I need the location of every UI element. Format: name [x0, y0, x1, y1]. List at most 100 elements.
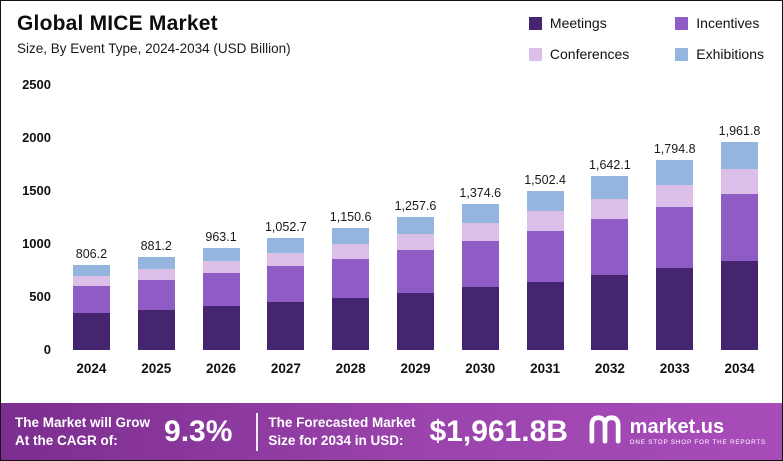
bar-total-label: 1,257.6 [394, 198, 437, 213]
segment-incentives [396, 250, 434, 293]
segment-incentives [721, 194, 759, 261]
x-axis-label: 2027 [270, 361, 301, 376]
y-axis: 0 500 1000 1500 2000 2500 [11, 77, 53, 376]
segment-conferences [332, 243, 370, 259]
segment-exhibitions [267, 238, 305, 253]
segment-exhibitions [72, 264, 110, 276]
segment-incentives [72, 285, 110, 314]
segment-exhibitions [721, 142, 759, 170]
bar-total-label: 881.2 [140, 238, 172, 253]
bar-stack [656, 159, 694, 350]
legend-label: Exhibitions [696, 46, 764, 62]
segment-exhibitions [396, 216, 434, 235]
brand-text: market.us One Stop Shop For The Reports [630, 417, 766, 446]
x-axis-label: 2029 [400, 361, 431, 376]
y-tick-label: 0 [43, 342, 51, 357]
legend-label: Meetings [549, 15, 607, 31]
segment-exhibitions [656, 159, 694, 185]
y-tick-label: 2500 [22, 77, 51, 92]
legend-item-incentives: Incentives [675, 15, 764, 31]
segment-exhibitions [202, 247, 240, 262]
segment-conferences [72, 275, 110, 286]
y-tick-label: 500 [29, 289, 51, 304]
bar-total-label: 1,961.8 [718, 124, 761, 139]
bar-stack [137, 256, 175, 350]
segment-meetings [721, 260, 759, 350]
segment-exhibitions [137, 256, 175, 269]
x-axis-label: 2024 [76, 361, 107, 376]
cagr-label: The Market will Grow At the CAGR of: [15, 414, 150, 449]
legend-item-exhibitions: Exhibitions [675, 46, 764, 62]
bar-column-2026: 963.1 2026 [192, 85, 250, 376]
cagr-label-line1: The Market will Grow [15, 414, 151, 430]
bar-column-2024: 806.2 2024 [62, 85, 120, 376]
legend-item-meetings: Meetings [528, 15, 629, 31]
segment-conferences [202, 261, 240, 274]
x-axis-label: 2032 [594, 361, 625, 376]
bar-stack [526, 190, 564, 350]
forecast-label: The Forecasted Market Size for 2034 in U… [268, 414, 415, 449]
bar-column-2029: 1,257.6 2029 [386, 85, 444, 376]
segment-conferences [396, 234, 434, 251]
segment-incentives [526, 230, 564, 282]
segment-meetings [656, 268, 694, 350]
cagr-label-line2: At the CAGR of: [15, 432, 118, 448]
bar-stack [396, 216, 434, 350]
bar-total-label: 806.2 [75, 246, 108, 261]
bar-total-label: 1,794.8 [653, 141, 696, 156]
y-tick-label: 1000 [22, 236, 51, 251]
x-axis-label: 2033 [659, 361, 690, 376]
x-axis-label: 2034 [724, 361, 755, 376]
bar-stack [202, 247, 240, 350]
segment-incentives [332, 258, 370, 298]
legend-item-conferences: Conferences [528, 46, 630, 62]
segment-meetings [202, 306, 240, 350]
bar-stack [267, 238, 305, 350]
segment-exhibitions [332, 228, 370, 244]
brand-tagline: One Stop Shop For The Reports [629, 438, 766, 446]
y-tick-label: 2000 [22, 130, 51, 145]
bar-stack [721, 142, 759, 350]
segment-incentives [267, 266, 305, 303]
forecast-label-line2: Size for 2034 in USD: [268, 432, 404, 448]
bar-column-2031: 1,502.4 2031 [516, 85, 574, 376]
segment-exhibitions [526, 190, 564, 212]
exhibitions-swatch-icon [675, 47, 689, 61]
x-axis-label: 2028 [335, 361, 366, 376]
segment-meetings [461, 287, 499, 350]
segment-meetings [332, 297, 370, 350]
legend-label: Conferences [549, 46, 630, 62]
segment-meetings [137, 309, 175, 350]
plot-area: 806.2 2024 881.2 2025 963.1 2026 1,052.7 2027 1,… [59, 85, 772, 376]
x-axis-label: 2030 [465, 361, 496, 376]
page-subtitle: Size, By Event Type, 2024-2034 (USD Bill… [17, 41, 291, 56]
bar-stack [72, 264, 110, 350]
bar-column-2027: 1,052.7 2027 [257, 85, 315, 376]
header: Global MICE Market Size, By Event Type, … [17, 12, 291, 56]
segment-incentives [656, 207, 694, 269]
forecast-label-line1: The Forecasted Market [268, 414, 416, 430]
bar-total-label: 1,502.4 [524, 172, 566, 187]
footer-banner: The Market will Grow At the CAGR of: 9.3… [1, 403, 782, 460]
segment-meetings [267, 302, 305, 350]
bar-total-label: 1,052.7 [264, 220, 307, 235]
segment-meetings [591, 275, 629, 350]
bar-stack [461, 204, 499, 350]
x-axis-label: 2026 [206, 361, 237, 376]
segment-incentives [137, 279, 175, 310]
y-tick-label: 1500 [22, 183, 51, 198]
bar-total-label: 1,150.6 [329, 210, 372, 225]
bar-stack [332, 228, 370, 350]
banner-divider [256, 412, 259, 451]
segment-exhibitions [461, 204, 499, 224]
page-title: Global MICE Market [17, 12, 218, 35]
segment-meetings [396, 292, 434, 350]
marketus-logo-icon [588, 414, 622, 449]
brand-name: market.us [629, 415, 725, 438]
segment-conferences [721, 169, 759, 195]
cagr-value: 9.3% [164, 414, 233, 448]
legend: Meetings Incentives Conferences Exhibitions [528, 15, 764, 62]
segment-conferences [137, 268, 175, 280]
bar-total-label: 1,642.1 [589, 157, 631, 172]
